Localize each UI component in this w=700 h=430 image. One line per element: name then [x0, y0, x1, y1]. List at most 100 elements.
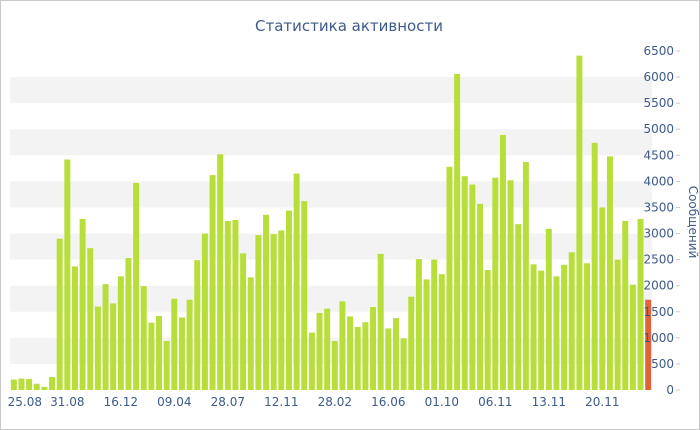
- bar: [392, 318, 399, 390]
- bar: [454, 73, 461, 390]
- grid-bands: [10, 77, 652, 364]
- bar: [576, 55, 583, 390]
- bar: [477, 203, 484, 390]
- bar: [10, 379, 17, 390]
- bar: [545, 228, 552, 390]
- bar: [163, 340, 170, 390]
- bar: [224, 221, 231, 390]
- bar: [637, 218, 644, 390]
- bar: [194, 260, 201, 390]
- y-tick-label: 3000: [643, 227, 674, 241]
- bar: [148, 322, 155, 390]
- bar: [56, 238, 63, 390]
- bar: [331, 340, 338, 390]
- bar: [301, 201, 308, 390]
- bar: [561, 264, 568, 390]
- x-tick-label: 01.10: [425, 395, 459, 409]
- bar: [568, 252, 575, 390]
- x-tick-label: 31.08: [50, 395, 84, 409]
- y-tick-label: 2500: [643, 253, 674, 267]
- y-tick-label: 2000: [643, 279, 674, 293]
- bar: [232, 219, 239, 390]
- bar: [270, 234, 277, 390]
- bar: [255, 235, 262, 390]
- x-tick-label: 09.04: [157, 395, 191, 409]
- y-tick-label: 4500: [643, 148, 674, 162]
- bar: [461, 176, 468, 390]
- bar: [186, 299, 193, 390]
- bar: [484, 270, 491, 390]
- y-tick-label: 4000: [643, 174, 674, 188]
- bar: [41, 386, 48, 390]
- bar: [87, 248, 94, 390]
- x-tick-label: 28.02: [318, 395, 352, 409]
- bar: [553, 276, 560, 390]
- bar: [606, 156, 613, 390]
- bar: [354, 326, 361, 390]
- bar: [423, 279, 430, 390]
- bar: [400, 338, 407, 390]
- bar: [469, 184, 476, 390]
- bar: [263, 214, 270, 390]
- x-tick-label: 12.11: [264, 395, 298, 409]
- bar: [49, 376, 56, 390]
- bar: [64, 159, 71, 390]
- bar: [140, 286, 147, 390]
- bar: [285, 210, 292, 390]
- bar: [217, 154, 224, 390]
- bar: [507, 180, 514, 390]
- bar: [339, 301, 346, 390]
- bar: [515, 224, 522, 390]
- bar: [178, 317, 185, 390]
- bar: [622, 221, 629, 390]
- bar: [347, 316, 354, 390]
- bar: [324, 308, 331, 390]
- bar: [446, 166, 453, 390]
- y-tick-label: 1500: [643, 305, 674, 319]
- x-axis-ticks: 25.08 31.08 16.12 09.04 28.07 12.11 28.02 16.06…: [8, 395, 620, 409]
- bar: [133, 182, 140, 390]
- bar: [240, 253, 247, 390]
- bar: [201, 233, 208, 390]
- y-tick-label: 6000: [643, 70, 674, 84]
- bar: [117, 276, 124, 390]
- bar: [293, 173, 300, 390]
- bar: [584, 263, 591, 390]
- x-tick-label: 20.11: [585, 395, 619, 409]
- grid-band: [10, 233, 652, 260]
- bar: [591, 142, 598, 390]
- x-tick-label: 06.11: [478, 395, 512, 409]
- bar: [377, 253, 384, 390]
- x-tick-label: 16.12: [104, 395, 138, 409]
- bar: [492, 177, 499, 390]
- bar: [156, 315, 163, 390]
- x-tick-label: 13.11: [532, 395, 566, 409]
- bar: [71, 266, 78, 390]
- bar-highlight: [645, 299, 652, 390]
- y-axis-label: Сообщений: [686, 186, 700, 259]
- bar: [538, 270, 545, 390]
- chart-title: Статистика активности: [255, 17, 443, 35]
- bar: [26, 379, 33, 390]
- bar: [408, 296, 415, 390]
- y-tick-label: 0: [666, 383, 674, 397]
- grid-band: [10, 181, 652, 208]
- grid-band: [10, 77, 652, 104]
- bar: [629, 284, 636, 390]
- x-tick-label: 16.06: [371, 395, 405, 409]
- bar: [438, 274, 445, 390]
- grid-band: [10, 285, 652, 312]
- grid-band: [10, 337, 652, 364]
- y-axis-ticks: 0 500 1000 1500 2000 2500 3000 3500 4000 4500 5000…: [643, 44, 680, 397]
- bar: [79, 218, 86, 390]
- bar: [171, 298, 178, 390]
- bar: [33, 383, 40, 390]
- x-tick-label: 28.07: [211, 395, 245, 409]
- y-tick-label: 6500: [643, 44, 674, 58]
- bar: [102, 284, 109, 390]
- grid-band: [10, 129, 652, 156]
- bar: [415, 259, 422, 390]
- bar: [530, 264, 537, 390]
- bars-group: [10, 55, 652, 390]
- bar: [370, 307, 377, 390]
